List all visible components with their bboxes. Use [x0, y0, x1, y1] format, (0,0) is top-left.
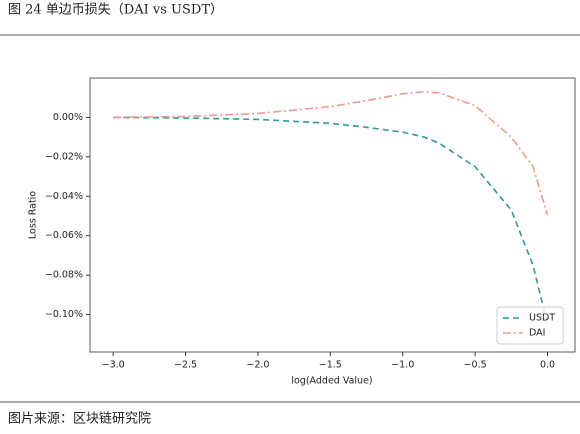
series-line: [113, 90, 549, 216]
x-tick-label: −2.0: [246, 360, 269, 371]
plot-frame: [89, 77, 576, 353]
source: 图片来源：区块链研究院: [8, 412, 151, 427]
y-tick-label: −0.04%: [45, 191, 83, 202]
x-tick-label: 0.0: [540, 360, 555, 371]
x-tick-label: −0.5: [464, 360, 487, 371]
y-tick-label: −0.06%: [45, 230, 83, 241]
y-tick-label: −0.08%: [45, 270, 83, 281]
x-axis-label: log(Added Value): [291, 376, 372, 387]
y-axis-label: Loss Ratio: [28, 191, 39, 239]
legend-label: DAI: [529, 328, 545, 339]
figure-title: 图 24 单边币损失（DAI vs USDT）: [8, 3, 223, 18]
legend-box: [496, 306, 564, 345]
x-tick-label: −3.0: [102, 360, 125, 371]
series-line: [113, 116, 549, 325]
x-tick-label: −1.5: [319, 360, 342, 371]
x-tick-label: −2.5: [174, 360, 197, 371]
x-tick-label: −1.0: [391, 360, 414, 371]
y-tick-label: −0.10%: [45, 309, 83, 320]
y-tick-label: −0.02%: [45, 151, 83, 162]
legend-label: USDT: [529, 313, 555, 324]
y-tick-label: 0.00%: [53, 112, 83, 123]
